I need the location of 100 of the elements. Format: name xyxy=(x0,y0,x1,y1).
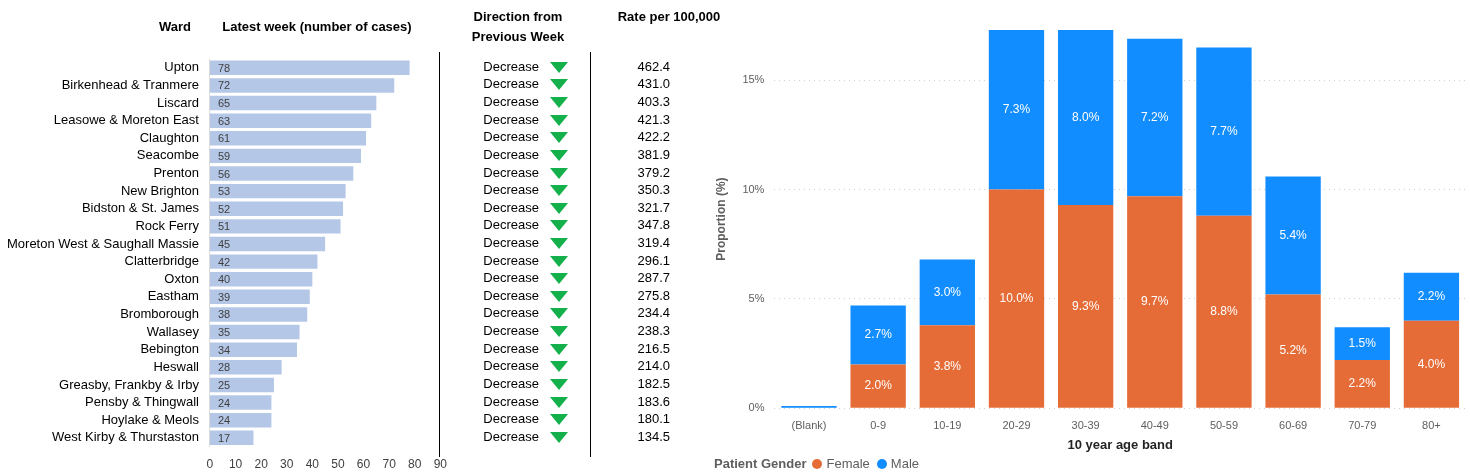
text: Decrease xyxy=(483,58,539,75)
data-label: 379.2 xyxy=(637,164,670,181)
bar xyxy=(209,78,395,93)
chart-title: Latest week (number of cases) xyxy=(221,18,413,36)
y-axis-title: Ward xyxy=(158,18,192,36)
text: Decrease xyxy=(483,358,539,375)
data-label: 51 xyxy=(217,220,231,233)
x-tick-label: 80+ xyxy=(1422,418,1441,431)
legend-title: Patient Gender xyxy=(714,456,807,471)
data-label: 180.1 xyxy=(637,411,670,428)
y-tick-label: Bidston & St. James xyxy=(81,200,200,216)
data-label: 275.8 xyxy=(637,287,670,304)
data-label: 1.5% xyxy=(1348,336,1377,351)
bar xyxy=(209,289,310,305)
y-tick-label: Bebington xyxy=(140,341,199,357)
data-label: 431.0 xyxy=(637,76,670,93)
bar xyxy=(209,324,300,340)
y-tick-label: Moreton West & Saughall Massie xyxy=(6,235,199,251)
data-label: 2.0% xyxy=(864,378,893,393)
data-label: 321.7 xyxy=(637,199,670,216)
data-label: 25 xyxy=(217,378,231,391)
text: Decrease xyxy=(483,270,539,287)
data-label: 422.2 xyxy=(637,129,670,146)
data-label: 10.0% xyxy=(999,290,1034,305)
data-label: 182.5 xyxy=(637,375,670,392)
y-tick-label: Wallasey xyxy=(146,323,200,339)
y-tick-label: Oxton xyxy=(164,270,199,286)
bar xyxy=(209,148,361,164)
x-tick-label: 70 xyxy=(382,457,397,472)
bar xyxy=(209,272,313,287)
bar xyxy=(209,395,272,410)
data-label: 24 xyxy=(217,414,231,427)
bar xyxy=(1127,38,1183,197)
text: Decrease xyxy=(483,217,539,234)
bar xyxy=(209,183,346,199)
y-tick-label: Pensby & Thingwall xyxy=(85,394,200,410)
text: Decrease xyxy=(483,76,539,93)
y-tick-label: Seacombe xyxy=(136,147,199,163)
data-label: 40 xyxy=(217,273,231,286)
text: Decrease xyxy=(483,287,539,304)
data-label: 216.5 xyxy=(637,340,670,357)
y-tick-label: 15% xyxy=(742,73,765,86)
y-tick-label: 10% xyxy=(742,182,765,195)
data-label: 7.7% xyxy=(1210,123,1238,138)
bar xyxy=(1403,272,1460,321)
data-label: 17 xyxy=(217,431,231,444)
data-label: 53 xyxy=(217,185,231,198)
bar xyxy=(209,201,344,216)
y-tick-label: Rock Ferry xyxy=(135,217,200,233)
text: Direction from Previous Week xyxy=(470,8,566,46)
y-tick-label: Greasby, Frankby & Irby xyxy=(59,376,200,392)
text: Decrease xyxy=(483,323,539,340)
data-label: 238.3 xyxy=(637,323,670,340)
bar xyxy=(1334,327,1390,361)
x-axis-title: 10 year age band xyxy=(1067,436,1174,452)
x-tick-label: 70-79 xyxy=(1348,418,1377,431)
bar xyxy=(850,305,906,365)
bar xyxy=(1196,47,1252,216)
bar xyxy=(209,131,367,146)
data-label: 8.0% xyxy=(1071,109,1100,124)
data-label: 2.2% xyxy=(1417,289,1446,304)
x-tick-label: 30 xyxy=(280,457,294,472)
x-tick-label: 30-39 xyxy=(1071,418,1100,431)
bar xyxy=(1057,30,1114,205)
data-label: 403.3 xyxy=(637,94,670,111)
data-label: 34 xyxy=(217,343,231,356)
text: Decrease xyxy=(483,164,539,181)
y-tick-label: Prenton xyxy=(153,165,199,181)
data-label: 45 xyxy=(217,238,231,251)
text: Decrease xyxy=(483,393,539,410)
x-tick-label: 50-59 xyxy=(1209,418,1239,431)
y-tick-label: Birkenhead & Tranmere xyxy=(61,77,199,93)
x-tick-label: 60 xyxy=(356,457,371,472)
data-label: 347.8 xyxy=(637,217,670,234)
bar xyxy=(209,342,297,357)
y-axis-title: Proportion (%) xyxy=(713,177,728,261)
data-label: 350.3 xyxy=(637,182,670,199)
data-label: 78 xyxy=(217,61,231,74)
data-label: 381.9 xyxy=(637,146,670,163)
data-label: 28 xyxy=(217,361,231,374)
y-tick-label: 5% xyxy=(748,291,765,304)
bar xyxy=(1265,294,1321,408)
y-tick-label: Heswall xyxy=(153,358,200,374)
bar xyxy=(1334,360,1390,408)
data-label: 9.7% xyxy=(1141,294,1169,309)
y-tick-label: Clatterbridge xyxy=(124,253,199,269)
bar xyxy=(919,325,975,408)
data-label: 2.2% xyxy=(1348,376,1377,391)
text: Decrease xyxy=(483,252,539,269)
data-label: 52 xyxy=(217,202,231,215)
x-tick-label: 40 xyxy=(305,457,320,472)
data-label: 63 xyxy=(217,114,231,127)
bar xyxy=(209,254,318,269)
bar xyxy=(209,95,377,111)
text: Decrease xyxy=(483,375,539,392)
data-label: 35 xyxy=(217,326,231,339)
text: Rate per 100,000 xyxy=(616,8,722,26)
x-tick-label: 0-9 xyxy=(870,418,887,431)
bar xyxy=(209,236,326,252)
data-label: 462.4 xyxy=(637,58,670,75)
